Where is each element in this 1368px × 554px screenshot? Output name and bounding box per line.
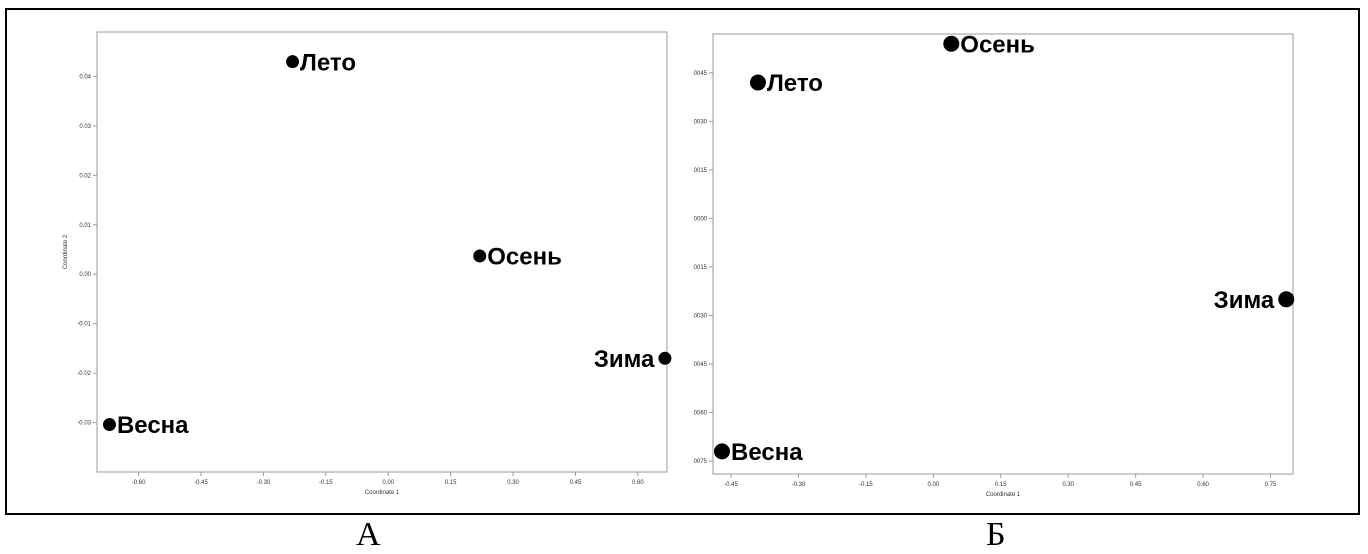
y-tick-label: 0.01 — [79, 223, 91, 229]
point-label-spring: Весна — [117, 412, 189, 439]
x-axis-label: Coordinate 1 — [986, 492, 1021, 498]
data-point-spring — [713, 443, 730, 460]
y-tick-label: 0.02 — [79, 173, 91, 179]
data-point-winter — [658, 351, 672, 365]
point-label-summer: Лето — [767, 70, 823, 97]
y-tick-label: 0.0045 — [693, 71, 708, 77]
point-label-winter: Зима — [1214, 287, 1275, 314]
y-tick-label: -0.0015 — [693, 265, 708, 271]
x-tick-label: 0.30 — [1062, 482, 1074, 488]
y-tick-label: -0.02 — [77, 371, 91, 377]
y-tick-label: -0.03 — [77, 421, 91, 427]
y-tick-label: -0.0045 — [693, 362, 708, 368]
scatter-chart-b: -0.45 -0.30 -0.15 0.00 0.15 0.30 0.45 0.60 0.75 0… — [693, 31, 1295, 498]
x-tick-label: -0.60 — [132, 480, 146, 486]
data-point-autumn — [943, 35, 960, 52]
x-tick-label: 0.00 — [927, 482, 939, 488]
y-tick-label: 0.0015 — [693, 168, 708, 174]
x-tick-label: 0.75 — [1265, 482, 1277, 488]
x-axis-label: Coordinate 1 — [365, 490, 400, 496]
x-tick-label: 0.00 — [382, 480, 394, 486]
point-label-spring: Весна — [731, 439, 803, 466]
y-tick-label: 0.0030 — [693, 119, 708, 125]
scatter-chart-a: -0.60 -0.45 -0.30 -0.15 0.00 0.15 0.30 0.45 0.60… — [63, 31, 672, 496]
y-axis-label: Coordinate 2 — [63, 234, 69, 269]
x-tick-label: 0.60 — [632, 480, 644, 486]
y-tick-label: -0.0060 — [693, 411, 708, 417]
x-tick-label: 0.15 — [995, 482, 1007, 488]
x-tick-label: -0.45 — [194, 480, 208, 486]
y-tick-label: 0.0000 — [693, 216, 708, 222]
data-point-summer — [286, 55, 300, 69]
panel-caption-b: Б — [986, 516, 1006, 553]
y-tick-label: 0.03 — [79, 124, 91, 130]
point-label-autumn: Осень — [960, 31, 1035, 58]
y-tick-label: -0.0075 — [693, 459, 708, 465]
x-tick-label: 0.45 — [1130, 482, 1142, 488]
y-tick-label: 0.04 — [79, 74, 91, 80]
figure-frame: -0.60 -0.45 -0.30 -0.15 0.00 0.15 0.30 0.45 0.60… — [5, 8, 1360, 515]
x-tick-label: -0.15 — [859, 482, 873, 488]
plot-area — [712, 33, 1294, 475]
point-label-summer: Лето — [300, 49, 356, 76]
x-tick-label: 0.30 — [507, 480, 519, 486]
x-tick-label: -0.30 — [792, 482, 806, 488]
x-tick-label: -0.30 — [257, 480, 271, 486]
x-tick-label: 0.15 — [445, 480, 457, 486]
y-tick-label: -0.01 — [77, 322, 91, 328]
x-tick-label: 0.45 — [570, 480, 582, 486]
y-tick-label: -0.0030 — [693, 313, 708, 319]
point-label-autumn: Осень — [487, 244, 562, 271]
x-tick-label: -0.45 — [724, 482, 738, 488]
data-point-winter — [1278, 291, 1295, 308]
data-point-autumn — [473, 249, 487, 263]
y-tick-label: 0.00 — [79, 272, 91, 278]
data-point-spring — [102, 418, 116, 432]
x-tick-label: 0.60 — [1197, 482, 1209, 488]
point-label-winter: Зима — [594, 346, 655, 373]
panel-caption-a: А — [356, 516, 381, 553]
plot-area — [96, 31, 668, 473]
x-tick-label: -0.15 — [319, 480, 333, 486]
data-point-summer — [749, 74, 766, 91]
